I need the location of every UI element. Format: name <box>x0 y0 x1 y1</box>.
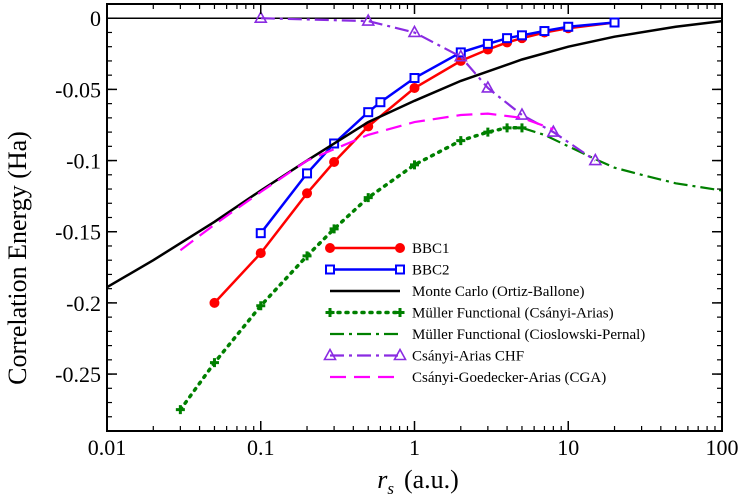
legend-marker-end <box>393 347 407 361</box>
series-3-point-1 <box>209 358 219 368</box>
x-tick-label: 1 <box>409 435 420 460</box>
legend-entry-0: BBC1 <box>325 241 450 257</box>
legend-entry-2: Monte Carlo (Ortiz-Ballone) <box>330 284 584 300</box>
series-line-2 <box>106 19 723 289</box>
x-axis-label: rs (a.u.) <box>377 465 459 498</box>
legend-entry-1: BBC2 <box>325 263 450 279</box>
series-5-point-4 <box>481 80 495 93</box>
series-1-point-1 <box>302 168 313 179</box>
series-1-point-10 <box>539 26 550 37</box>
y-tick-label: 0 <box>90 6 101 31</box>
series-3-point-4 <box>329 224 339 234</box>
legend-label: BBC2 <box>412 263 450 279</box>
series-1-point-4 <box>375 97 386 108</box>
x-tick-label: 0.01 <box>88 435 127 460</box>
legend-label: Müller Functional (Cioslowski-Pernal) <box>412 327 645 343</box>
x-axis-label-units: (a.u.) <box>404 465 459 494</box>
series-3 <box>175 123 527 415</box>
legend: BBC1 BBC2 Monte Carlo (Ortiz-Ballone) Mülle… <box>323 241 645 386</box>
x-axis-label-sub: s <box>387 479 394 498</box>
y-tick-label: -0.05 <box>55 77 101 102</box>
series-3-point-0 <box>175 405 185 415</box>
series-1-point-9 <box>516 30 527 41</box>
series-3-point-7 <box>456 136 466 146</box>
series-0-point-0 <box>209 297 220 308</box>
series-5-point-7 <box>588 152 603 166</box>
series-3-point-9 <box>502 123 512 133</box>
series-line-1 <box>259 21 615 234</box>
legend-marker-end <box>395 243 405 253</box>
legend-entry-6: Csányi-Goedecker-Arias (CGA) <box>330 370 606 386</box>
legend-marker-end <box>395 264 405 275</box>
x-axis-label-var: r <box>377 465 388 494</box>
legend-label: Csányi-Arias CHF <box>412 349 524 365</box>
series-5-point-3 <box>453 49 468 62</box>
plot-area <box>106 10 723 415</box>
series-1-point-0 <box>255 228 266 239</box>
series-1-point-3 <box>363 107 374 118</box>
series-5 <box>253 10 603 166</box>
x-tick-label: 0.1 <box>247 435 275 460</box>
series-1-point-8 <box>502 33 513 44</box>
series-3-point-8 <box>483 127 493 137</box>
series-5-point-5 <box>515 107 529 120</box>
series-3-point-5 <box>363 193 373 203</box>
legend-marker-end <box>395 308 405 317</box>
axes: 0.01 0.1 1 10 100 0 -0.05 -0.1 -0.15 -0.2 -0.25 <box>55 3 739 460</box>
legend-label: Csányi-Goedecker-Arias (CGA) <box>412 370 606 386</box>
series-3-point-6 <box>410 160 419 170</box>
x-tick-label: 100 <box>706 435 739 460</box>
series-1-point-7 <box>482 38 493 49</box>
y-tick-label: -0.15 <box>55 220 101 245</box>
series-1-point-6 <box>455 47 466 58</box>
legend-entry-4: Müller Functional (Cioslowski-Pernal) <box>330 327 645 343</box>
legend-marker-start <box>325 243 335 253</box>
series-line-6 <box>179 112 554 252</box>
series-3-point-2 <box>256 301 266 311</box>
plot-frame <box>106 3 723 432</box>
legend-marker-start <box>325 264 335 275</box>
series-5-point-6 <box>546 124 561 137</box>
series-0-point-2 <box>302 188 313 199</box>
series-line-3 <box>178 126 524 412</box>
series-1 <box>255 17 620 239</box>
series-4 <box>521 126 723 192</box>
legend-label: BBC1 <box>412 241 450 257</box>
legend-marker-start <box>323 347 337 361</box>
legend-label: Monte Carlo (Ortiz-Ballone) <box>412 284 584 300</box>
series-line-4 <box>521 126 723 192</box>
series-0-point-1 <box>255 248 266 259</box>
series-5-point-0 <box>253 10 268 24</box>
series-1-point-5 <box>409 73 420 84</box>
series-0-point-3 <box>329 156 340 167</box>
y-tick-label: -0.25 <box>55 362 101 387</box>
series-6 <box>179 112 554 252</box>
legend-entry-5: Csányi-Arias CHF <box>323 347 524 365</box>
legend-label: Müller Functional (Csányi-Arias) <box>412 306 614 322</box>
y-axis-label: Correlation Energy (Ha) <box>3 131 32 385</box>
series-1-point-11 <box>563 21 574 32</box>
series-5-point-2 <box>407 24 422 38</box>
legend-marker-start <box>325 308 335 317</box>
y-tick-label: -0.1 <box>66 149 101 174</box>
x-tick-label: 10 <box>557 435 579 460</box>
series-3-point-3 <box>302 251 312 261</box>
legend-entry-3: Müller Functional (Csányi-Arias) <box>325 306 614 322</box>
y-tick-label: -0.2 <box>66 291 101 316</box>
series-line-5 <box>260 17 596 162</box>
series-0-point-5 <box>409 82 420 93</box>
series-1-point-12 <box>609 17 620 28</box>
series-5-point-1 <box>361 13 376 26</box>
series-2 <box>106 19 723 289</box>
